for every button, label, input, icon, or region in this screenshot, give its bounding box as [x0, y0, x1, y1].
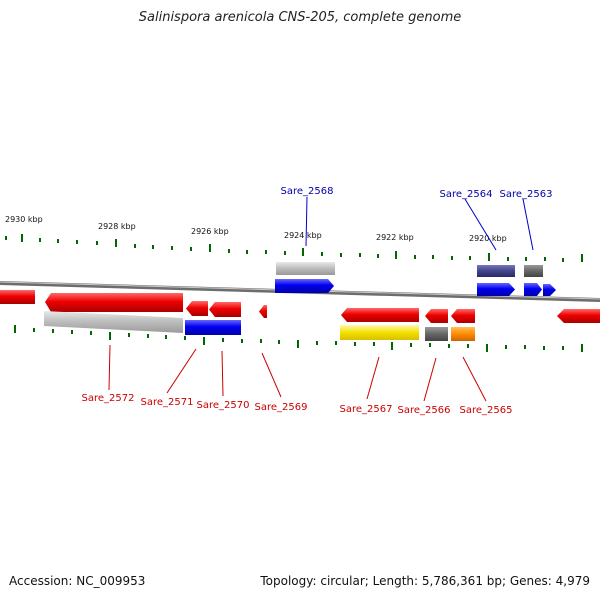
- scale-ticks-lower: [14, 325, 583, 352]
- gene-arrow[interactable]: [209, 302, 241, 317]
- gene-arrow[interactable]: [0, 290, 35, 304]
- gene-arrow[interactable]: [451, 309, 475, 323]
- gene-arrow[interactable]: [45, 293, 183, 312]
- scale-label: 2920 kbp: [469, 234, 507, 243]
- scale-label: 2928 kbp: [98, 222, 136, 231]
- gene-arrow[interactable]: [477, 283, 515, 296]
- gene-arrow[interactable]: [425, 309, 448, 323]
- genome-summary: Topology: circular; Length: 5,786,361 bp…: [260, 574, 590, 588]
- gene-arrow[interactable]: [186, 301, 208, 316]
- gene-feature[interactable]: [185, 320, 241, 335]
- gene-feature[interactable]: [425, 327, 448, 341]
- scale-ticks-upper: [5, 234, 583, 262]
- gene-arrow[interactable]: [341, 308, 419, 322]
- gene-arrow[interactable]: [543, 284, 556, 296]
- page-title: Salinispora arenicola CNS-205, complete …: [138, 10, 462, 25]
- gene-arrow[interactable]: [557, 309, 600, 323]
- gene-label[interactable]: Sare_2569: [255, 402, 308, 413]
- gene-label[interactable]: Sare_2568: [281, 186, 334, 197]
- gene-arrow[interactable]: [524, 283, 542, 296]
- scale-label: 2930 kbp: [5, 215, 43, 224]
- scale-label: 2924 kbp: [284, 231, 322, 240]
- scale-label: 2926 kbp: [191, 227, 229, 236]
- gene-label[interactable]: Sare_2570: [197, 400, 250, 411]
- gene-feature[interactable]: [276, 262, 335, 275]
- gene-feature[interactable]: [524, 265, 543, 277]
- gene-label[interactable]: Sare_2564: [440, 189, 493, 200]
- gene-feature[interactable]: [44, 311, 183, 333]
- gene-feature[interactable]: [451, 327, 475, 341]
- accession-label: Accession: NC_009953: [9, 574, 146, 588]
- gene-arrow[interactable]: [275, 279, 334, 293]
- gene-feature[interactable]: [340, 325, 419, 340]
- label-leaders-bottom: [108, 344, 487, 402]
- gene-arrow[interactable]: [259, 305, 267, 318]
- gene-label[interactable]: Sare_2565: [460, 405, 513, 416]
- scale-label: 2922 kbp: [376, 233, 414, 242]
- gene-label[interactable]: Sare_2563: [500, 189, 553, 200]
- gene-label[interactable]: Sare_2571: [141, 397, 194, 408]
- label-leaders-top: [305, 196, 534, 251]
- gene-label[interactable]: Sare_2566: [398, 405, 451, 416]
- gene-label[interactable]: Sare_2567: [340, 404, 393, 415]
- gene-feature[interactable]: [477, 265, 515, 277]
- gene-label[interactable]: Sare_2572: [82, 393, 135, 404]
